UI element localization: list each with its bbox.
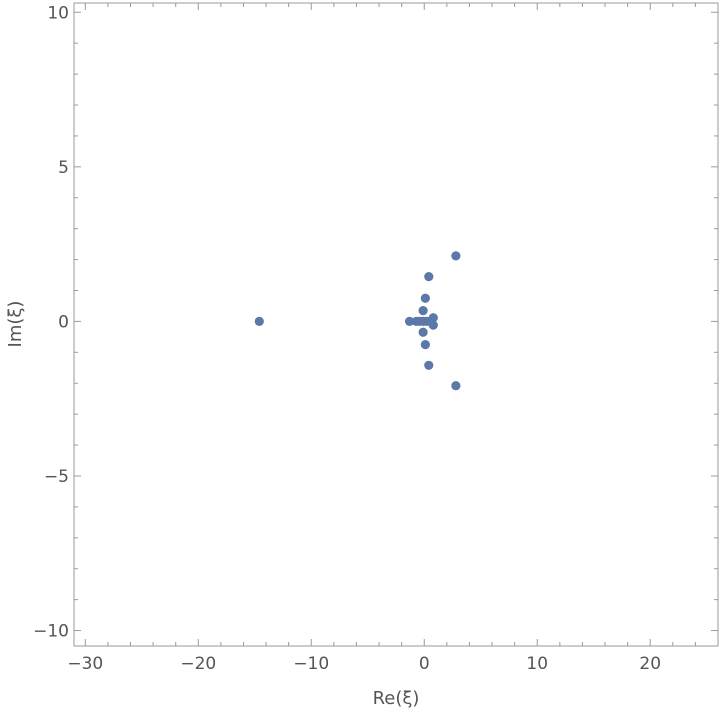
data-point: [451, 251, 461, 261]
data-points: [254, 251, 461, 391]
y-tick-label: −5: [44, 467, 69, 487]
x-tick-label: 20: [639, 654, 661, 674]
data-point: [420, 293, 430, 303]
data-point: [418, 327, 428, 337]
y-tick-label: 5: [58, 158, 69, 178]
x-tick-label: −20: [180, 654, 216, 674]
x-tick-label: −30: [67, 654, 103, 674]
plot-frame: [73, 2, 719, 647]
data-point: [428, 320, 438, 330]
data-point: [420, 339, 430, 350]
y-axis-label: Im(ξ): [5, 301, 26, 348]
data-point: [451, 381, 461, 391]
axis-ticks: [74, 3, 719, 646]
y-tick-label: 0: [58, 312, 69, 332]
x-tick-label: −10: [293, 654, 329, 674]
x-tick-label: 0: [419, 654, 430, 674]
axis-tick-labels: −30 −20 −10 0 10 20 −10 −5 0 5 10: [33, 3, 661, 674]
y-tick-label: 10: [47, 3, 69, 23]
data-point: [424, 360, 434, 370]
data-point: [418, 305, 428, 316]
data-point: [428, 313, 438, 323]
x-axis-label: Re(ξ): [373, 688, 420, 709]
data-point: [404, 316, 415, 327]
y-tick-label: −10: [33, 622, 69, 642]
data-point: [254, 316, 264, 327]
x-tick-label: 10: [526, 654, 548, 674]
data-point: [424, 271, 434, 282]
